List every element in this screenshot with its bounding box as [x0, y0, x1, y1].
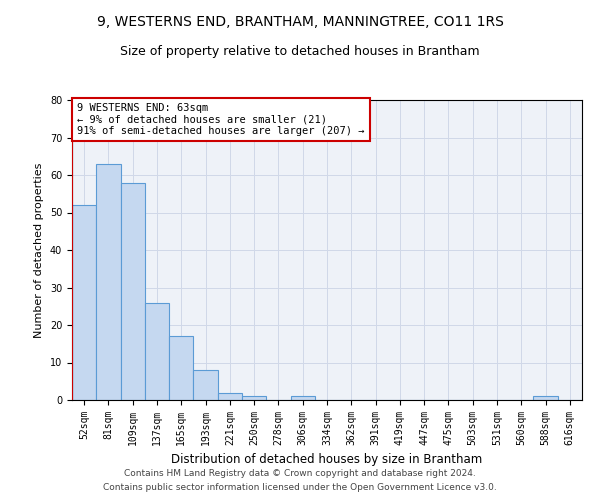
Bar [290, 396, 315, 400]
Text: 9, WESTERNS END, BRANTHAM, MANNINGTREE, CO11 1RS: 9, WESTERNS END, BRANTHAM, MANNINGTREE, … [97, 15, 503, 29]
Bar [193, 370, 218, 400]
X-axis label: Distribution of detached houses by size in Brantham: Distribution of detached houses by size … [172, 454, 482, 466]
Text: 9 WESTERNS END: 63sqm
← 9% of detached houses are smaller (21)
91% of semi-detac: 9 WESTERNS END: 63sqm ← 9% of detached h… [77, 103, 365, 136]
Bar [96, 164, 121, 400]
Bar [72, 205, 96, 400]
Bar [218, 392, 242, 400]
Bar [121, 182, 145, 400]
Text: Contains public sector information licensed under the Open Government Licence v3: Contains public sector information licen… [103, 484, 497, 492]
Bar [242, 396, 266, 400]
Y-axis label: Number of detached properties: Number of detached properties [34, 162, 44, 338]
Bar [169, 336, 193, 400]
Bar [145, 302, 169, 400]
Bar [533, 396, 558, 400]
Text: Contains HM Land Registry data © Crown copyright and database right 2024.: Contains HM Land Registry data © Crown c… [124, 468, 476, 477]
Text: Size of property relative to detached houses in Brantham: Size of property relative to detached ho… [120, 45, 480, 58]
